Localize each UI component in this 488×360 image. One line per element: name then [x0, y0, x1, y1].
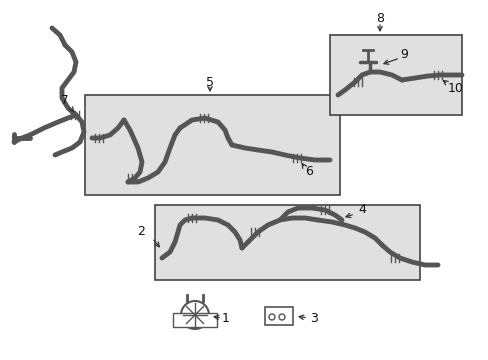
Circle shape — [279, 314, 285, 320]
Circle shape — [181, 301, 208, 329]
Text: 9: 9 — [399, 49, 407, 62]
Text: 5: 5 — [205, 76, 214, 89]
Text: 7: 7 — [61, 94, 74, 112]
Text: 3: 3 — [309, 311, 317, 324]
Bar — [173, 313, 217, 327]
Bar — [329, 35, 461, 115]
Bar — [264, 307, 292, 325]
Text: 8: 8 — [375, 12, 383, 24]
Text: 1: 1 — [222, 311, 229, 324]
Bar — [85, 95, 339, 195]
Text: 10: 10 — [447, 81, 463, 94]
Bar — [155, 205, 419, 280]
Text: 2: 2 — [137, 225, 145, 238]
Text: 4: 4 — [357, 203, 365, 216]
Circle shape — [268, 314, 274, 320]
Text: 6: 6 — [305, 166, 312, 179]
